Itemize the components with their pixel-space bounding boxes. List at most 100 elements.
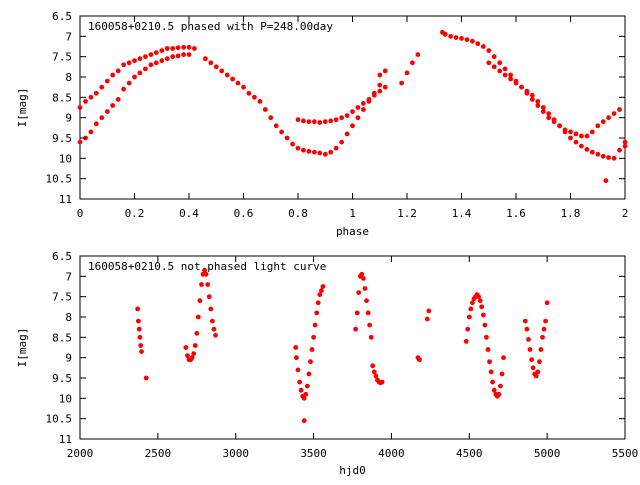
data-point bbox=[356, 290, 362, 295]
y-tick-label: 7 bbox=[65, 270, 72, 283]
data-point bbox=[373, 373, 379, 379]
data-point bbox=[153, 60, 159, 66]
data-point bbox=[370, 363, 376, 369]
data-point bbox=[379, 379, 385, 385]
data-point bbox=[508, 72, 513, 78]
data-point bbox=[595, 123, 601, 129]
data-point bbox=[568, 129, 573, 135]
data-point bbox=[540, 334, 545, 340]
data-point bbox=[170, 54, 176, 60]
data-point bbox=[368, 334, 374, 340]
data-point bbox=[159, 58, 165, 64]
data-point bbox=[529, 92, 535, 98]
data-point bbox=[491, 64, 497, 70]
data-point bbox=[496, 391, 502, 397]
y-tick-label: 10 bbox=[59, 392, 72, 405]
y-tick-label: 11 bbox=[59, 433, 72, 446]
data-point bbox=[93, 121, 99, 127]
data-point bbox=[301, 118, 306, 124]
data-point bbox=[322, 119, 328, 125]
data-point bbox=[541, 326, 547, 332]
y-tick-label: 9 bbox=[65, 112, 72, 125]
data-point bbox=[622, 139, 628, 145]
data-point bbox=[138, 343, 144, 348]
data-point bbox=[159, 48, 165, 53]
data-point bbox=[382, 68, 388, 74]
data-point bbox=[463, 339, 469, 344]
unphased-light-curve-plot: 2000 2500 3000 3500 4000 4500 5000 5500 6.5 7 7.5… bbox=[16, 250, 638, 477]
data-point bbox=[377, 82, 383, 88]
data-point bbox=[279, 129, 284, 135]
data-point bbox=[284, 135, 290, 141]
data-point bbox=[404, 70, 410, 76]
data-point bbox=[497, 68, 503, 74]
data-point bbox=[257, 99, 263, 104]
data-point bbox=[143, 54, 148, 60]
data-point bbox=[424, 316, 430, 322]
y-tick-label: 10.5 bbox=[46, 173, 73, 186]
data-point bbox=[290, 141, 295, 147]
data-point bbox=[355, 115, 361, 121]
y-tick-label: 10 bbox=[59, 152, 72, 165]
data-point bbox=[297, 379, 302, 385]
y-tick-label: 9 bbox=[65, 352, 72, 365]
data-point bbox=[143, 375, 149, 381]
data-point bbox=[611, 111, 617, 116]
data-point bbox=[135, 306, 141, 312]
data-point bbox=[303, 391, 309, 397]
data-point bbox=[442, 31, 448, 37]
data-point bbox=[417, 357, 422, 363]
y-axis-ticks-bottom: 6.5 7 7.5 8 8.5 9 9.5 10 10.5 11 bbox=[46, 250, 625, 446]
data-point bbox=[502, 72, 508, 78]
data-point bbox=[115, 97, 121, 102]
data-point bbox=[88, 94, 94, 100]
data-point bbox=[535, 369, 541, 375]
data-point bbox=[189, 355, 195, 361]
y-tick-label: 8.5 bbox=[52, 331, 72, 344]
data-point bbox=[194, 330, 200, 336]
data-point bbox=[230, 76, 236, 82]
data-point bbox=[453, 35, 459, 40]
x-tick-label: 1.6 bbox=[506, 207, 526, 220]
data-point bbox=[361, 107, 366, 112]
data-point bbox=[477, 298, 483, 304]
x-tick-label: 1.2 bbox=[397, 207, 417, 220]
data-point bbox=[224, 72, 230, 78]
data-point bbox=[301, 147, 306, 153]
data-point bbox=[603, 178, 609, 184]
data-point bbox=[181, 52, 187, 57]
data-point bbox=[77, 139, 83, 145]
data-point bbox=[527, 347, 533, 352]
data-point bbox=[551, 117, 557, 123]
y-tick-label: 8.5 bbox=[52, 91, 72, 104]
x-tick-label: 4500 bbox=[456, 447, 483, 460]
data-point bbox=[622, 143, 628, 149]
data-point bbox=[600, 153, 606, 159]
data-point bbox=[468, 306, 474, 312]
data-point bbox=[479, 304, 485, 310]
data-point bbox=[246, 90, 252, 96]
data-point bbox=[191, 351, 197, 356]
data-point bbox=[202, 267, 208, 273]
data-point bbox=[213, 64, 219, 70]
data-point bbox=[350, 109, 355, 114]
x-axis-ticks-top: 0 0.2 0.4 0.6 0.8 1 1.2 1.4 1.6 1.8 2 bbox=[77, 16, 628, 220]
data-point bbox=[522, 318, 528, 324]
data-point bbox=[136, 318, 141, 324]
data-point bbox=[314, 310, 320, 316]
data-point bbox=[136, 326, 142, 332]
data-point bbox=[464, 37, 470, 42]
phased-light-curve-plot: 0 0.2 0.4 0.6 0.8 1 1.2 1.4 1.6 1.8 2 6.5 7 7.5 8 8.5 9… bbox=[16, 10, 628, 238]
data-point bbox=[410, 60, 415, 66]
data-points-top bbox=[77, 29, 628, 184]
data-point bbox=[382, 84, 388, 90]
data-point bbox=[192, 46, 197, 51]
x-tick-label: 3000 bbox=[222, 447, 249, 460]
data-point bbox=[110, 72, 116, 78]
data-point bbox=[544, 300, 550, 306]
data-point bbox=[309, 347, 315, 352]
data-point bbox=[301, 418, 307, 424]
data-point bbox=[377, 72, 383, 78]
data-point bbox=[339, 115, 344, 121]
